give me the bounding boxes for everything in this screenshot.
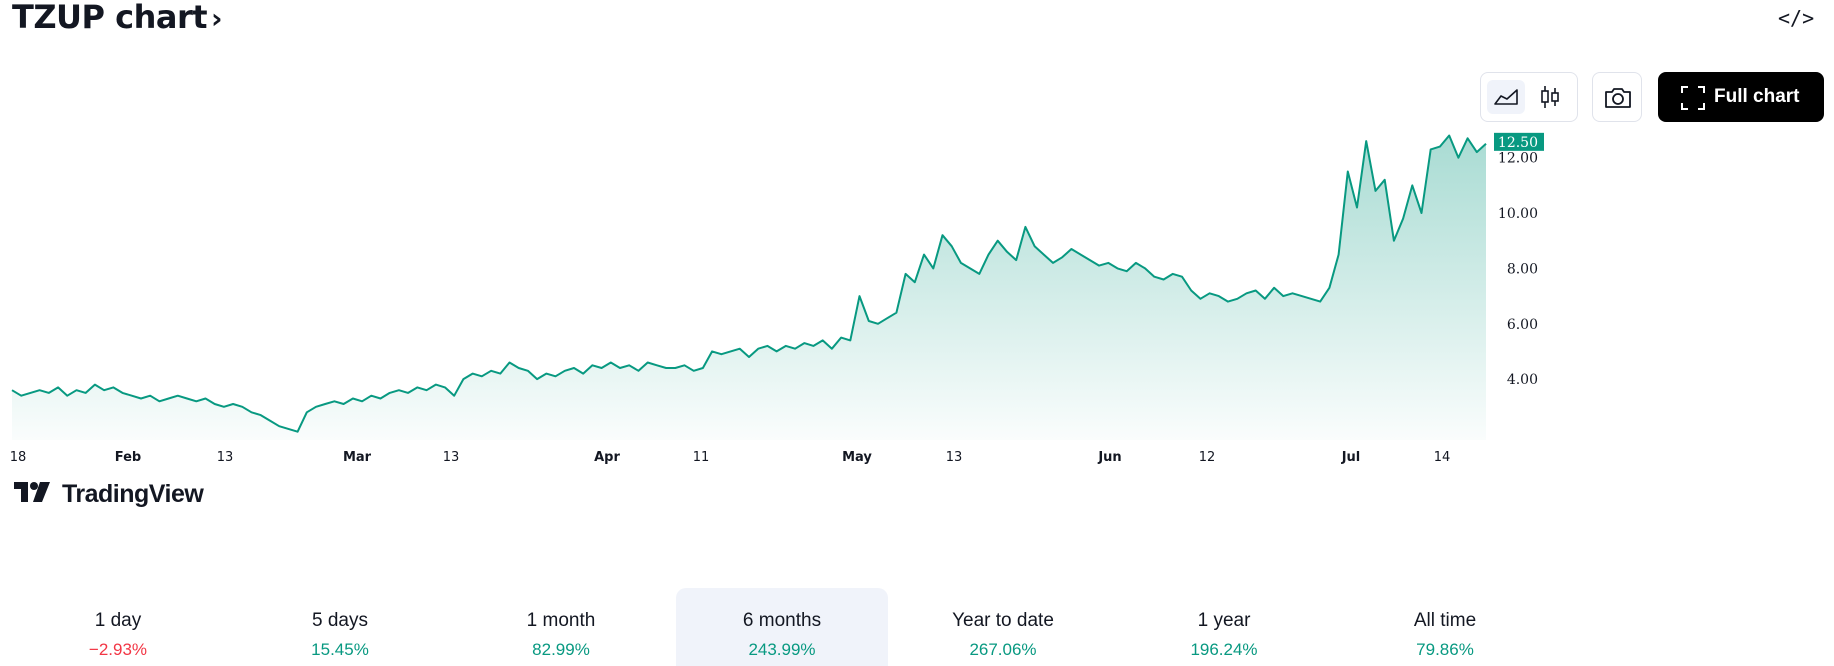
period-label: 1 day <box>94 610 142 631</box>
price-line <box>11 134 1487 433</box>
tradingview-wordmark: TradingView <box>62 480 204 508</box>
last-price-tag <box>1494 132 1544 151</box>
period-label: 5 days <box>312 610 368 631</box>
x-tick-label: 13 <box>946 450 963 465</box>
performance-periods: 1 day −2.93% 5 days 15.45% 1 month 82.99% 6 mo… <box>0 588 1834 666</box>
period-change: 243.99% <box>748 640 816 659</box>
area-chart-icon <box>1494 89 1518 105</box>
period-tab-4[interactable]: Year to date 267.06% <box>897 588 1109 666</box>
period-change: −2.93% <box>88 640 148 659</box>
period-change: 82.99% <box>532 640 590 659</box>
period-label: 1 month <box>526 610 596 631</box>
price-area-fill <box>12 135 1486 440</box>
y-tick-label: 8.00 <box>1507 261 1538 277</box>
x-tick-label: 12 <box>1199 450 1216 465</box>
chart-style-toggle <box>1480 72 1578 122</box>
snapshot-button[interactable] <box>1592 72 1642 122</box>
x-tick-label: Jul <box>1341 450 1361 465</box>
period-label: All time <box>1413 610 1477 631</box>
last-price-label: 12.50 <box>1498 135 1538 151</box>
period-tab-2[interactable]: 1 month 82.99% <box>455 588 667 666</box>
page-title[interactable]: TZUP chart › <box>12 0 223 36</box>
expand-icon <box>1681 86 1705 110</box>
chart-title-text: TZUP chart <box>12 0 208 36</box>
y-tick-label: 6.00 <box>1507 317 1538 333</box>
period-change: 196.24% <box>1190 640 1258 659</box>
y-tick-label: 4.00 <box>1507 372 1538 388</box>
tradingview-watermark: TradingView <box>14 480 204 509</box>
y-tick-label: 10.00 <box>1498 206 1538 222</box>
x-tick-label: 13 <box>217 450 234 465</box>
period-change: 79.86% <box>1416 640 1474 659</box>
period-change: 15.45% <box>311 640 369 659</box>
full-chart-button[interactable]: Full chart <box>1658 72 1824 122</box>
period-label: 6 months <box>742 610 822 631</box>
x-tick-label: 11 <box>693 450 710 465</box>
period-tab-1[interactable]: 5 days 15.45% <box>234 588 446 666</box>
x-tick-label: 14 <box>1434 450 1451 465</box>
period-label: 1 year <box>1197 610 1251 631</box>
y-tick-label: 12.00 <box>1498 151 1538 167</box>
x-tick-label: Apr <box>594 450 620 465</box>
period-change: 267.06% <box>969 640 1037 659</box>
embed-code-button[interactable]: </> <box>1778 4 1814 32</box>
candlestick-icon <box>1541 86 1559 108</box>
x-tick-label: Feb <box>115 450 141 465</box>
x-tick-label: 18 <box>10 450 27 465</box>
x-tick-label: Jun <box>1097 450 1121 465</box>
camera-icon <box>1605 88 1631 108</box>
candlestick-style-button[interactable] <box>1531 80 1569 114</box>
period-tab-0[interactable]: 1 day −2.93% <box>12 588 224 666</box>
x-tick-label: 13 <box>443 450 460 465</box>
period-tab-5[interactable]: 1 year 196.24% <box>1118 588 1330 666</box>
x-tick-label: Mar <box>343 450 372 465</box>
period-label: Year to date <box>952 610 1054 631</box>
chevron-right-icon: › <box>211 2 223 35</box>
x-tick-label: May <box>842 450 872 465</box>
period-tab-3[interactable]: 6 months 243.99% <box>676 588 888 666</box>
tradingview-logo-icon <box>14 482 50 502</box>
area-style-button[interactable] <box>1487 80 1525 114</box>
full-chart-label: Full chart <box>1714 86 1800 107</box>
period-tab-6[interactable]: All time 79.86% <box>1339 588 1551 666</box>
code-icon: </> <box>1778 6 1815 30</box>
